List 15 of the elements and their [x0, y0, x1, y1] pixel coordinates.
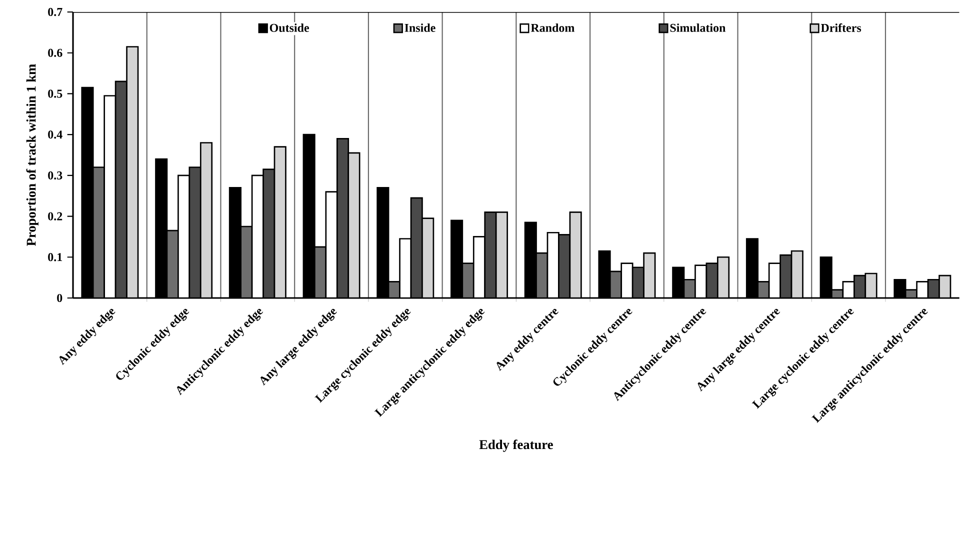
x-axis-title: Eddy feature: [479, 440, 553, 452]
y-tick-label: 0.3: [48, 171, 62, 180]
legend-label: Inside: [404, 23, 436, 32]
legend-label: Drifters: [820, 23, 862, 32]
y-tick-label: 0.5: [48, 90, 62, 98]
y-tick-label: 0.4: [48, 130, 62, 139]
legend-label: Random: [530, 23, 574, 32]
y-tick-label: 0.7: [48, 8, 62, 16]
y-tick-label: 0.6: [48, 48, 62, 57]
y-axis-title: Proportion of track within 1 km: [26, 64, 38, 246]
y-tick-label: 0.1: [48, 253, 62, 262]
y-tick-label: 0: [57, 294, 62, 302]
legend-label: Outside: [270, 23, 309, 32]
y-tick-label: 0.2: [48, 212, 62, 220]
legend-label: Simulation: [670, 23, 726, 32]
